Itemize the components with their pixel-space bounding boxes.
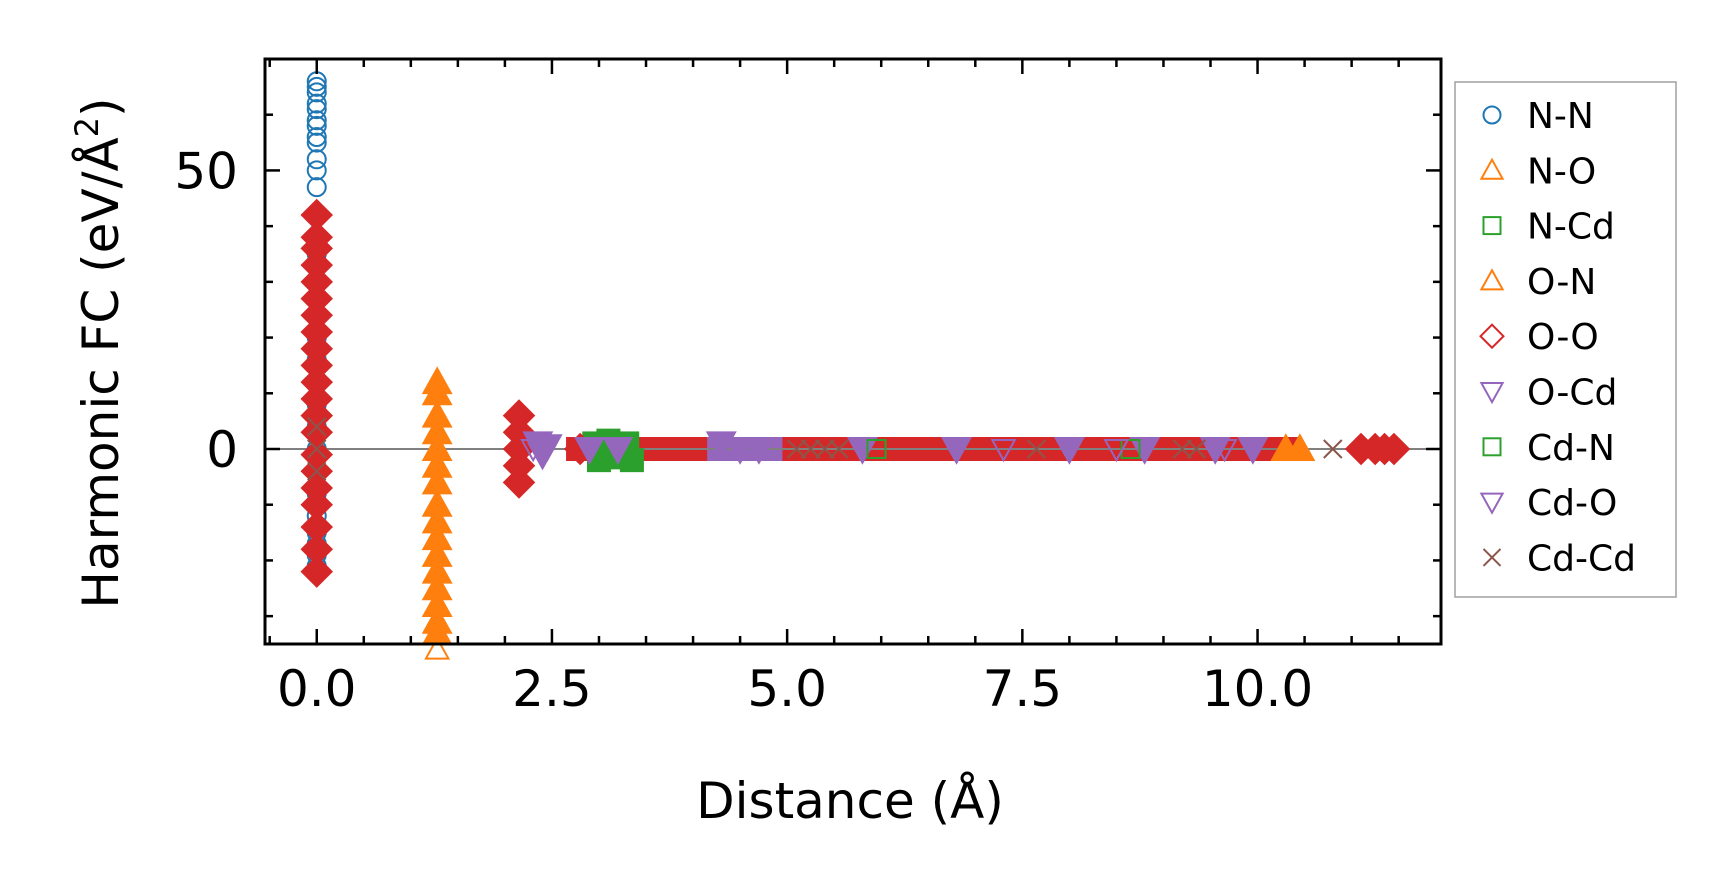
legend-item-o-cd: O-Cd xyxy=(1479,373,1617,414)
legend-item-o-o: O-O xyxy=(1479,317,1599,358)
legend-marker-o-cd xyxy=(1479,382,1505,405)
y-axis-label: Harmonic FC (eV/Å2) xyxy=(68,97,130,608)
x-tick-label: 10.0 xyxy=(1202,660,1313,718)
point-o-o-25 xyxy=(502,466,536,499)
legend-marker-cd-o xyxy=(1479,492,1505,515)
point-o-cd-6 xyxy=(724,437,756,465)
legend-item-n-n: N-N xyxy=(1482,96,1594,137)
point-cd-o-3 xyxy=(1211,439,1238,463)
point-n-n-9 xyxy=(306,149,327,170)
legend-marker-cd-n xyxy=(1482,437,1502,457)
point-n-n-6 xyxy=(306,115,327,136)
x-tick-label: 0.0 xyxy=(277,660,357,718)
point-n-n-10 xyxy=(306,160,327,181)
legend-marker-o-o xyxy=(1479,323,1505,350)
axes-frame xyxy=(263,57,1443,646)
legend: N-N N-O N-Cd O-N O-O O-Cd Cd-N Cd-O Cd-Cd xyxy=(1454,81,1677,598)
legend-label: N-Cd xyxy=(1527,207,1615,248)
point-o-cd-7 xyxy=(743,437,775,465)
point-cd-o-2 xyxy=(1103,439,1130,463)
point-o-cd-3 xyxy=(574,437,606,465)
legend-marker-o-n xyxy=(1479,268,1505,291)
point-cd-cd-8 xyxy=(1172,439,1192,459)
y-tick-label: 50 xyxy=(174,142,238,200)
point-cd-cd-2 xyxy=(307,461,327,481)
legend-label: Cd-O xyxy=(1527,483,1617,524)
point-cd-o-1 xyxy=(990,439,1017,463)
legend-label: O-Cd xyxy=(1527,373,1617,414)
point-n-cd-5 xyxy=(619,448,644,473)
x-tick-label: 2.5 xyxy=(512,660,592,718)
x-axis-label: Distance (Å) xyxy=(696,772,1004,830)
axis-ticks xyxy=(265,57,1441,644)
point-cd-cd-9 xyxy=(1186,439,1207,459)
axis-tick-labels: 0.0 2.5 5.0 7.5 10.0 0 50 xyxy=(174,142,1313,718)
legend-items: N-N N-O N-Cd O-N O-O O-Cd Cd-N Cd-O Cd-Cd xyxy=(1479,96,1636,579)
point-o-o-30 xyxy=(1377,432,1411,466)
legend-marker-n-o xyxy=(1479,157,1505,180)
point-o-cd-12 xyxy=(1199,437,1231,465)
point-cd-cd-0 xyxy=(307,439,327,459)
point-o-cd-11 xyxy=(1129,437,1161,465)
point-o-cd-8 xyxy=(846,437,878,465)
point-o-cd-10 xyxy=(1053,437,1085,465)
point-o-cd-4 xyxy=(602,437,634,465)
point-o-o-20 xyxy=(300,555,334,588)
series-o-n xyxy=(424,636,451,660)
legend-label: Cd-Cd xyxy=(1527,538,1636,579)
y-axis-label-superscript: 2 xyxy=(68,117,106,137)
point-o-n-0 xyxy=(424,636,451,660)
y-axis-label-close: ) xyxy=(72,97,130,117)
legend-label: N-N xyxy=(1527,96,1594,137)
series-cd-o xyxy=(520,439,1238,463)
x-tick-label: 5.0 xyxy=(747,660,827,718)
point-cd-cd-7 xyxy=(1026,439,1047,459)
series-o-o xyxy=(300,198,1411,588)
legend-label: N-O xyxy=(1527,151,1596,192)
point-cd-o-0 xyxy=(520,439,547,463)
series-n-o xyxy=(421,366,1316,645)
legend-item-n-o: N-O xyxy=(1479,151,1596,192)
series-o-cd xyxy=(522,431,1269,471)
legend-label: O-O xyxy=(1527,317,1599,358)
point-cd-cd-3 xyxy=(786,439,807,459)
point-o-cd-9 xyxy=(941,437,972,465)
legend-item-cd-o: Cd-O xyxy=(1479,483,1617,524)
legend-marker-n-n xyxy=(1482,105,1502,125)
point-n-n-11 xyxy=(306,177,327,198)
legend-label: Cd-N xyxy=(1527,428,1615,469)
legend-marker-cd-cd xyxy=(1482,548,1502,567)
point-cd-n-0 xyxy=(866,439,887,459)
point-cd-cd-4 xyxy=(800,439,821,459)
legend-item-cd-cd: Cd-Cd xyxy=(1482,538,1636,579)
x-tick-label: 7.5 xyxy=(983,660,1063,718)
point-n-n-4 xyxy=(306,99,327,120)
legend-item-cd-n: Cd-N xyxy=(1482,428,1615,469)
point-cd-cd-1 xyxy=(307,417,327,437)
series-cd-cd xyxy=(307,417,1343,481)
point-cd-cd-5 xyxy=(815,439,835,459)
point-cd-cd-10 xyxy=(1323,439,1343,459)
point-n-o-17 xyxy=(1284,433,1316,461)
legend-label: O-N xyxy=(1527,262,1596,303)
y-axis-label-main: Harmonic FC (eV/Å xyxy=(72,137,130,608)
legend-item-n-cd: N-Cd xyxy=(1482,207,1615,248)
scatter-points-layer xyxy=(300,71,1411,660)
point-n-n-8 xyxy=(306,132,327,153)
point-n-n-7 xyxy=(306,127,327,147)
legend-item-o-n: O-N xyxy=(1479,262,1596,303)
point-o-cd-13 xyxy=(1237,437,1269,465)
point-n-n-2 xyxy=(306,82,327,103)
point-n-n-3 xyxy=(306,93,327,114)
point-n-n-5 xyxy=(306,110,327,131)
y-tick-label: 0 xyxy=(206,421,238,479)
point-n-n-1 xyxy=(306,76,327,97)
legend-marker-n-cd xyxy=(1482,216,1502,236)
point-cd-cd-6 xyxy=(829,439,849,459)
